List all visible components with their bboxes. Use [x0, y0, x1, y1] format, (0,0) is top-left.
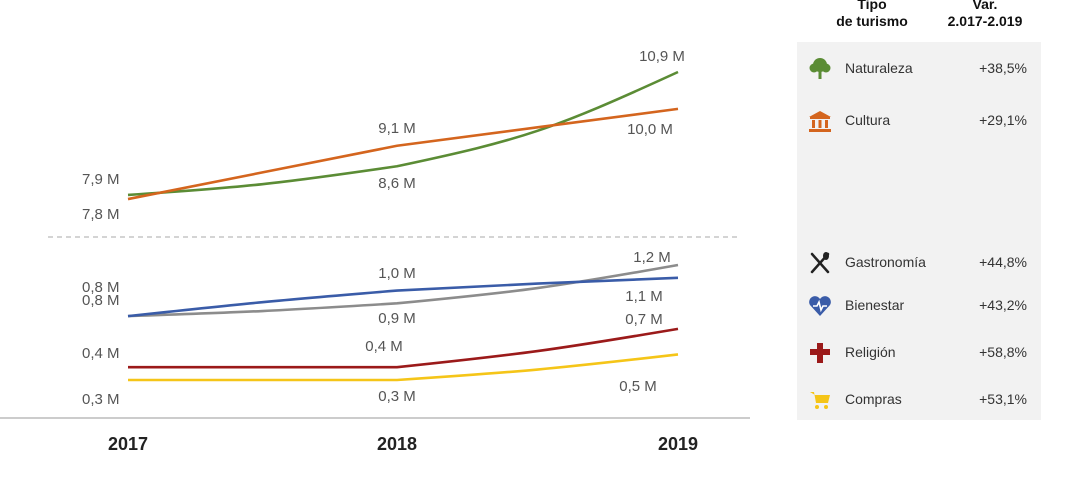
legend-item-variation: +43,2% — [979, 297, 1027, 313]
legend-item-gastronomía: Gastronomía +44,8% — [797, 250, 1041, 276]
data-label: 0,9 M — [378, 310, 416, 327]
data-label: 0,8 M — [82, 292, 120, 309]
data-label: 0,8 M — [82, 279, 120, 296]
legend-item-naturaleza: Naturaleza +38,5% — [797, 56, 1041, 82]
legend-item-label: Cultura — [845, 112, 891, 128]
legend-item-variation: +29,1% — [979, 112, 1027, 128]
legend: Naturaleza +38,5% Cultura +29,1% Gastronomía… — [797, 42, 1041, 420]
x-tick-label: 2019 — [658, 434, 698, 454]
legend-item-variation: +58,8% — [979, 344, 1027, 360]
legend-item-label: Naturaleza — [845, 60, 913, 76]
x-tick-labels: 2017 2018 2019 — [108, 434, 698, 454]
series-layer — [127, 70, 679, 382]
legend-item-bienestar: Bienestar +43,2% — [797, 293, 1041, 319]
series-line-compras — [127, 353, 679, 382]
legend-item-label: Gastronomía — [845, 254, 926, 270]
legend-item-variation: +38,5% — [979, 60, 1027, 76]
data-label: 0,3 M — [378, 388, 416, 405]
cart-icon — [807, 387, 833, 413]
series-line-bienestar — [127, 276, 679, 318]
legend-item-variation: +44,8% — [979, 254, 1027, 270]
data-label: 0,4 M — [82, 345, 120, 362]
legend-header-var: Var. 2.017-2.019 — [947, 0, 1023, 29]
data-label: 8,6 M — [378, 175, 416, 192]
cutlery-icon — [807, 250, 833, 276]
data-label: 1,1 M — [625, 288, 663, 305]
data-label: 1,2 M — [633, 249, 671, 266]
series-line-cultura — [127, 107, 679, 201]
data-label: 10,9 M — [639, 48, 685, 65]
data-label: 10,0 M — [627, 121, 673, 138]
legend-header-type: Tipo de turismo — [836, 0, 908, 29]
data-label: 0,3 M — [82, 391, 120, 408]
museum-icon — [807, 108, 833, 134]
legend-item-label: Bienestar — [845, 297, 905, 313]
legend-header: Tipo de turismo Var. 2.017-2.019 — [797, 0, 1041, 38]
data-labels: 7,9 M 8,6 M 10,9 M 7,8 M 9,1 M 10,0 M 0,8 M 0,9… — [82, 48, 685, 408]
cross-icon — [807, 340, 833, 366]
data-label: 0,4 M — [365, 338, 403, 355]
x-tick-label: 2017 — [108, 434, 148, 454]
x-tick-label: 2018 — [377, 434, 417, 454]
series-line-naturaleza — [127, 70, 679, 197]
series-line-religión — [128, 327, 679, 369]
legend-item-label: Compras — [845, 391, 902, 407]
legend-item-label: Religión — [845, 344, 896, 360]
data-label: 0,7 M — [625, 311, 663, 328]
tree-icon — [807, 56, 833, 82]
legend-item-religión: Religión +58,8% — [797, 340, 1041, 366]
data-label: 7,9 M — [82, 171, 120, 188]
legend-item-compras: Compras +53,1% — [797, 387, 1041, 413]
heart-pulse-icon — [807, 293, 833, 319]
data-label: 7,8 M — [82, 206, 120, 223]
data-label: 1,0 M — [378, 265, 416, 282]
data-label: 0,5 M — [619, 378, 657, 395]
legend-item-cultura: Cultura +29,1% — [797, 108, 1041, 134]
data-label: 9,1 M — [378, 120, 416, 137]
legend-item-variation: +53,1% — [979, 391, 1027, 407]
